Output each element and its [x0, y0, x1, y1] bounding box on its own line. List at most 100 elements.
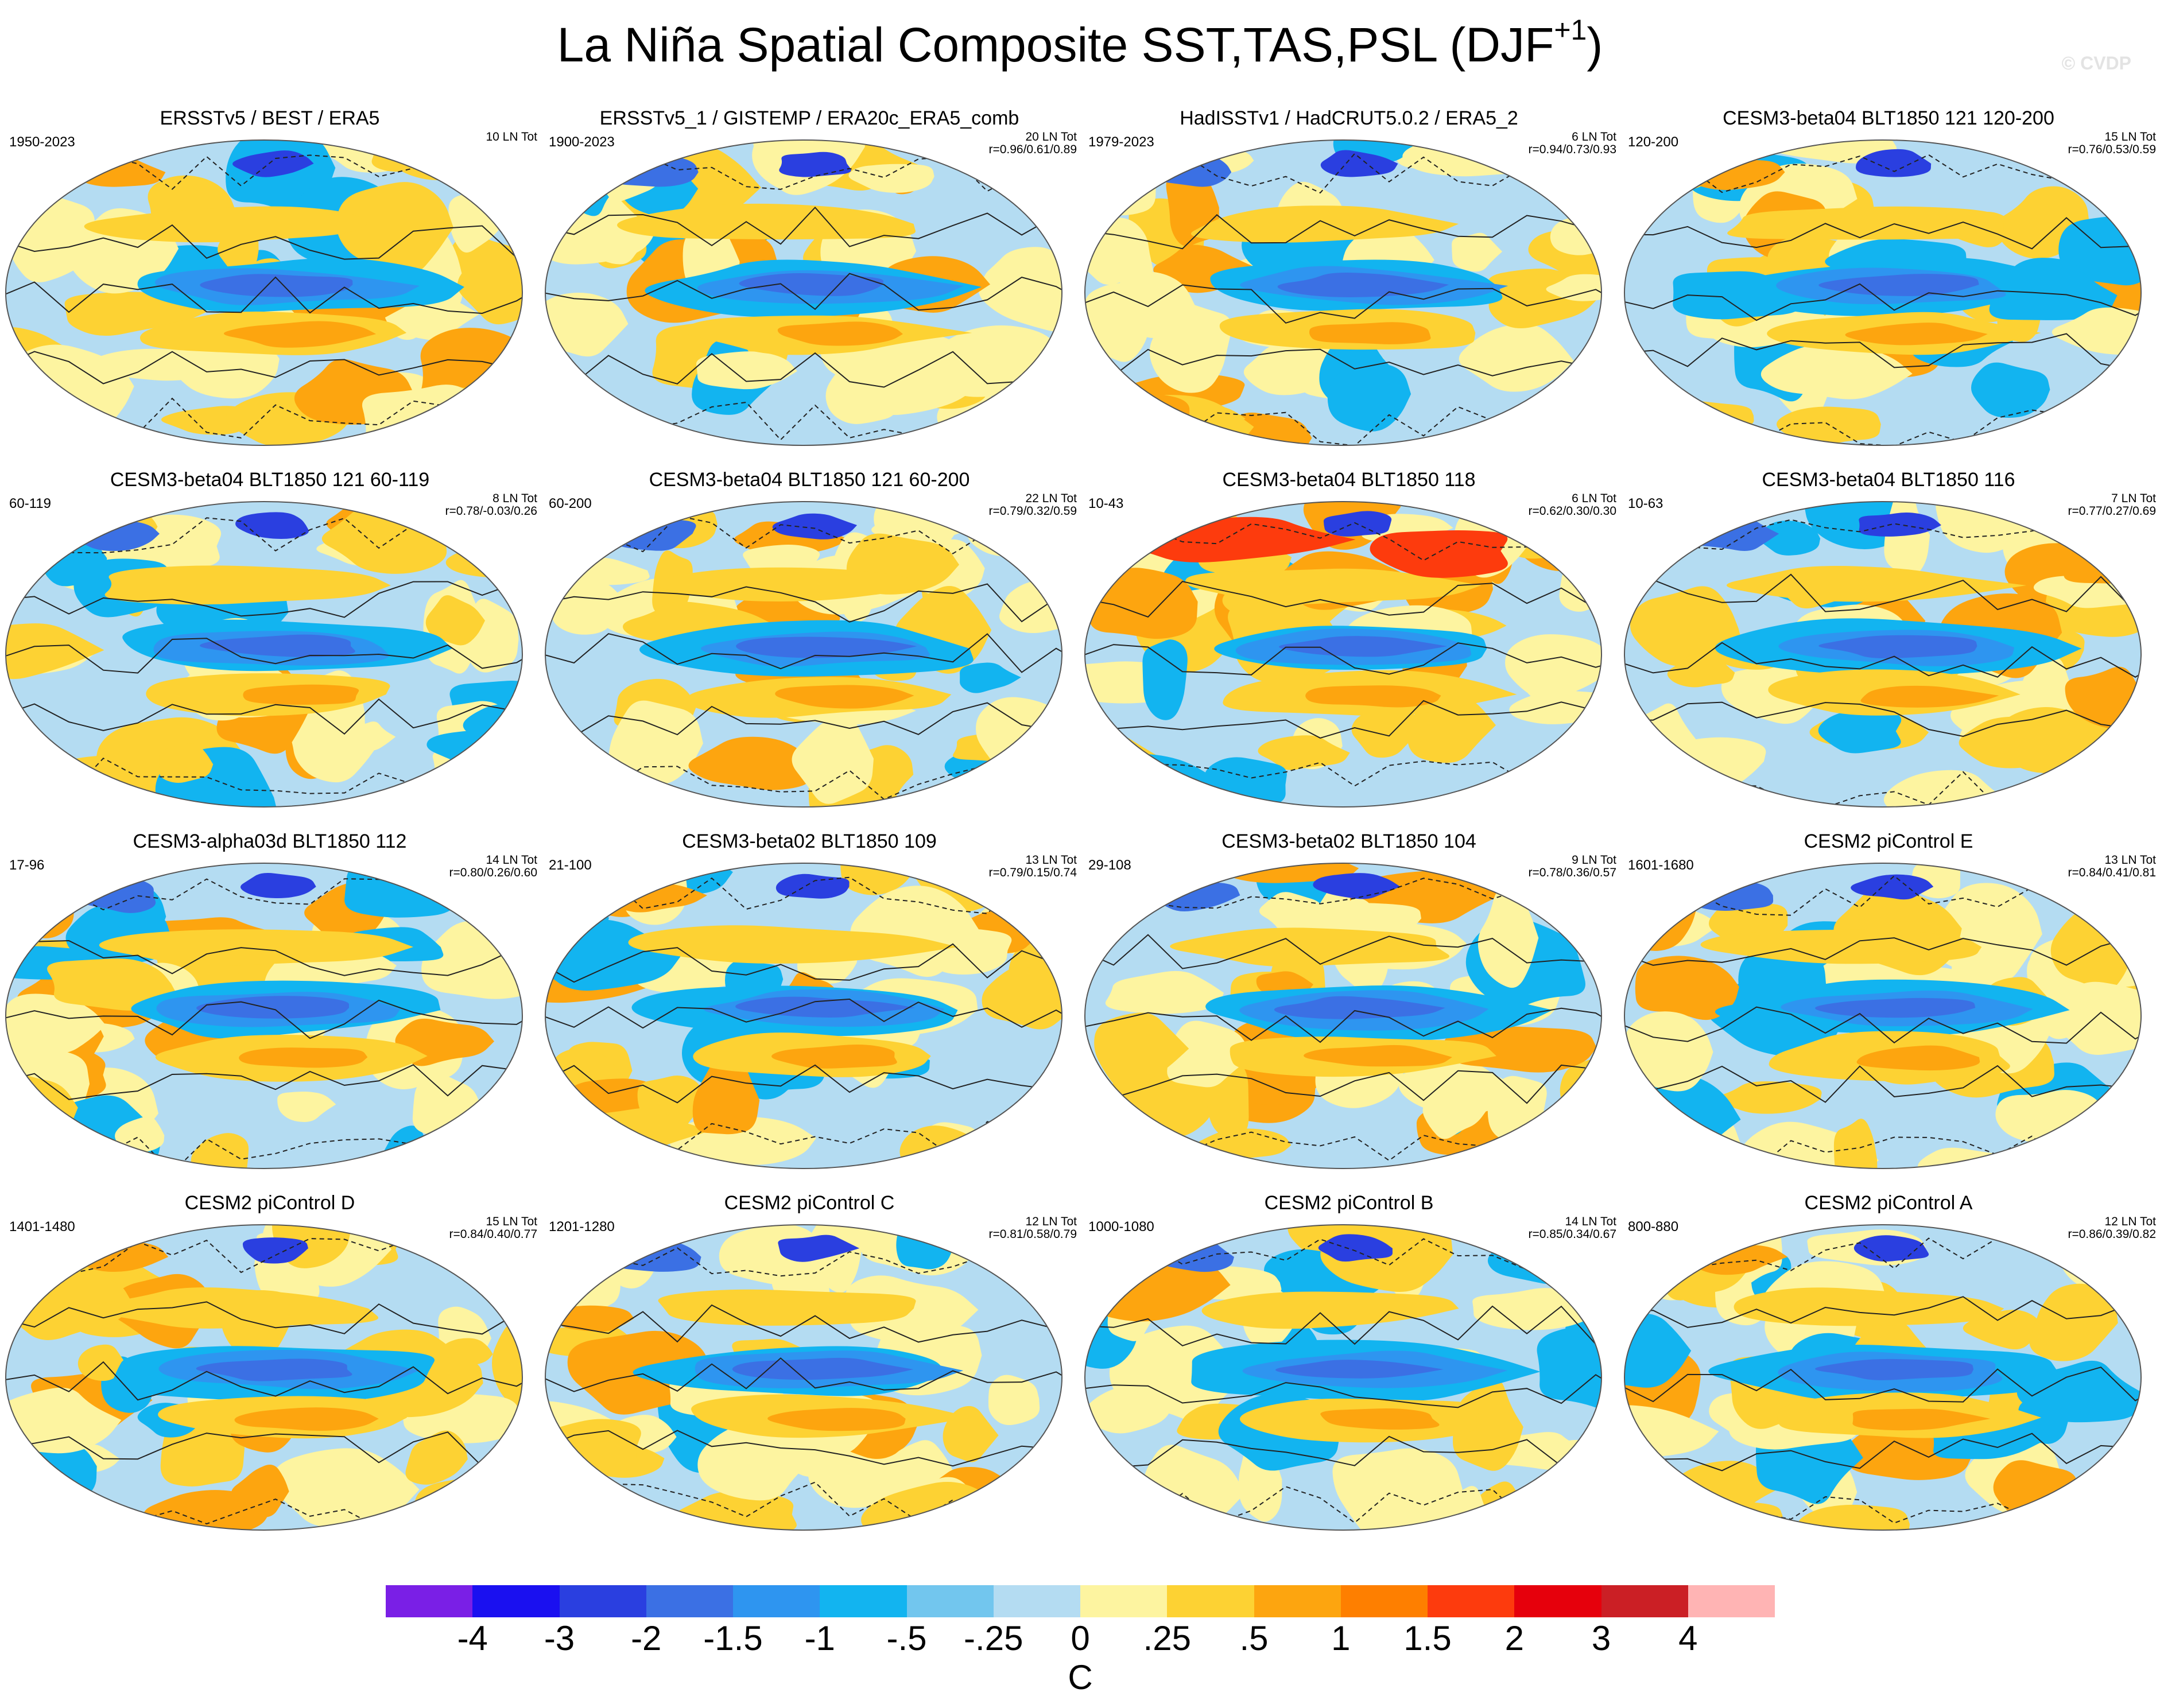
panel-stats: 12 LN Tot r=0.81/0.58/0.79: [988, 1216, 1077, 1241]
composite-map: [1084, 501, 1602, 808]
panel-years: 1601-1680: [1628, 857, 1694, 873]
colorbar-tick-label: -1: [804, 1619, 835, 1657]
event-count: 8 LN Tot: [493, 492, 537, 505]
composite-map: [545, 139, 1062, 446]
figure-title-close: ): [1587, 18, 1603, 72]
event-count: 14 LN Tot: [486, 853, 537, 867]
panel-title: CESM3-beta04 BLT1850 116: [1762, 469, 2015, 491]
composite-map: [5, 1224, 523, 1531]
panel-stats: 14 LN Tot r=0.85/0.34/0.67: [1528, 1216, 1616, 1241]
pattern-correlation: r=0.84/0.40/0.77: [449, 1228, 537, 1241]
panel-stats: 6 LN Tot r=0.62/0.30/0.30: [1528, 492, 1616, 518]
panel-stats: 15 LN Tot r=0.76/0.53/0.59: [2068, 131, 2156, 156]
panel-stats: 6 LN Tot r=0.94/0.73/0.93: [1528, 131, 1616, 156]
panel-title: CESM2 piControl A: [1804, 1192, 1973, 1214]
pattern-correlation: r=0.94/0.73/0.93: [1528, 143, 1616, 156]
colorbar-tick-label: 3: [1591, 1619, 1611, 1657]
colorbar-tick-label: -.25: [964, 1619, 1023, 1657]
event-count: 20 LN Tot: [1025, 130, 1077, 143]
panel-title: CESM2 piControl E: [1804, 830, 1973, 852]
event-count: 12 LN Tot: [2104, 1215, 2156, 1228]
event-count: 22 LN Tot: [1025, 492, 1077, 505]
event-count: 7 LN Tot: [2111, 492, 2156, 505]
composite-map: [1624, 863, 2142, 1169]
colorbar-box: [1428, 1585, 1515, 1617]
watermark: © CVDP: [2061, 53, 2131, 73]
colorbar-tick-label: 4: [1678, 1619, 1698, 1657]
colorbar-box: [1167, 1585, 1254, 1617]
event-count: 14 LN Tot: [1565, 1215, 1616, 1228]
panel-title: ERSSTv5 / BEST / ERA5: [160, 107, 380, 129]
map-panel: CESM2 piControl C 1201-1280 12 LN Tot r=0.8…: [540, 1191, 1079, 1553]
panel-title: CESM2 piControl B: [1264, 1192, 1434, 1214]
colorbar-box: [733, 1585, 820, 1617]
panel-years: 1900-2023: [549, 134, 615, 150]
panel-years: 1000-1080: [1088, 1219, 1154, 1235]
colorbar-box: [1514, 1585, 1601, 1617]
colorbar-tick-label: -1.5: [703, 1619, 763, 1657]
colorbar-box: [993, 1585, 1080, 1617]
colorbar-tick-label: -.5: [886, 1619, 927, 1657]
composite-map: [5, 501, 523, 808]
pattern-correlation: r=0.79/0.32/0.59: [988, 504, 1077, 518]
panel-stats: 22 LN Tot r=0.79/0.32/0.59: [988, 492, 1077, 518]
panel-years: 120-200: [1628, 134, 1679, 150]
event-count: 13 LN Tot: [1025, 853, 1077, 867]
pattern-correlation: r=0.79/0.15/0.74: [988, 866, 1077, 879]
colorbar-box: [1254, 1585, 1341, 1617]
pattern-correlation: r=0.96/0.61/0.89: [988, 143, 1077, 156]
colorbar-tick-label: 1.5: [1403, 1619, 1452, 1657]
composite-map: [1624, 1224, 2142, 1531]
map-panel: CESM2 piControl D 1401-1480 15 LN Tot r=0.8…: [0, 1191, 540, 1553]
pattern-correlation: r=0.77/0.27/0.69: [2068, 504, 2156, 518]
panel-title: CESM2 piControl C: [724, 1192, 895, 1214]
composite-map: [1624, 501, 2142, 808]
pattern-correlation: r=0.84/0.41/0.81: [2068, 866, 2156, 879]
panel-stats: 10 LN Tot: [486, 131, 537, 143]
map-panel: CESM3-beta04 BLT1850 121 120-200 120-200 1…: [1619, 107, 2158, 468]
colorbar-tick-label: 1: [1331, 1619, 1351, 1657]
composite-map: [1084, 1224, 1602, 1531]
composite-map: [1084, 863, 1602, 1169]
panel-years: 17-96: [9, 857, 45, 873]
map-panel: CESM3-beta04 BLT1850 116 10-63 7 LN Tot r=0…: [1619, 468, 2158, 830]
panel-stats: 15 LN Tot r=0.84/0.40/0.77: [449, 1216, 537, 1241]
composite-map: [1084, 139, 1602, 446]
colorbar-tick-label: -4: [457, 1619, 488, 1657]
event-count: 13 LN Tot: [2104, 853, 2156, 867]
pattern-correlation: r=0.62/0.30/0.30: [1528, 504, 1616, 518]
composite-map: [5, 863, 523, 1169]
panel-years: 10-43: [1088, 496, 1124, 511]
panel-years: 21-100: [549, 857, 592, 873]
map-panel: CESM2 piControl A 800-880 12 LN Tot r=0.86/…: [1619, 1191, 2158, 1553]
map-panel: CESM3-alpha03d BLT1850 112 17-96 14 LN Tot…: [0, 830, 540, 1191]
panel-stats: 12 LN Tot r=0.86/0.39/0.82: [2068, 1216, 2156, 1241]
map-panel: CESM3-beta02 BLT1850 104 29-108 9 LN Tot r=…: [1079, 830, 1619, 1191]
panel-title: CESM3-beta04 BLT1850 121 120-200: [1723, 107, 2054, 129]
colorbar-box: [472, 1585, 560, 1617]
colorbar-box: [1601, 1585, 1688, 1617]
colorbar-tick-label: 2: [1504, 1619, 1524, 1657]
composite-map: [545, 1224, 1062, 1531]
event-count: 12 LN Tot: [1025, 1215, 1077, 1228]
colorbar-box: [1688, 1585, 1775, 1617]
event-count: 9 LN Tot: [1572, 853, 1616, 867]
pattern-correlation: r=0.78/-0.03/0.26: [445, 504, 537, 518]
panel-years: 1979-2023: [1088, 134, 1154, 150]
map-panel: HadISSTv1 / HadCRUT5.0.2 / ERA5_2 1979-20…: [1079, 107, 1619, 468]
panel-years: 800-880: [1628, 1219, 1679, 1235]
panel-title: CESM3-beta04 BLT1850 121 60-119: [110, 469, 430, 491]
panel-years: 29-108: [1088, 857, 1131, 873]
event-count: 10 LN Tot: [486, 130, 537, 143]
map-panel: CESM2 piControl E 1601-1680 13 LN Tot r=0.8…: [1619, 830, 2158, 1191]
pattern-correlation: r=0.85/0.34/0.67: [1528, 1228, 1616, 1241]
colorbar-unit: C: [1068, 1658, 1093, 1697]
event-count: 6 LN Tot: [1572, 130, 1616, 143]
panel-stats: 7 LN Tot r=0.77/0.27/0.69: [2068, 492, 2156, 518]
map-panel: CESM3-beta04 BLT1850 118 10-43 6 LN Tot r=0…: [1079, 468, 1619, 830]
colorbar-box: [386, 1585, 473, 1617]
map-panel: CESM3-beta02 BLT1850 109 21-100 13 LN Tot r…: [540, 830, 1079, 1191]
panel-title: CESM3-alpha03d BLT1850 112: [133, 830, 407, 852]
panel-years: 1401-1480: [9, 1219, 75, 1235]
colorbar-box: [820, 1585, 907, 1617]
